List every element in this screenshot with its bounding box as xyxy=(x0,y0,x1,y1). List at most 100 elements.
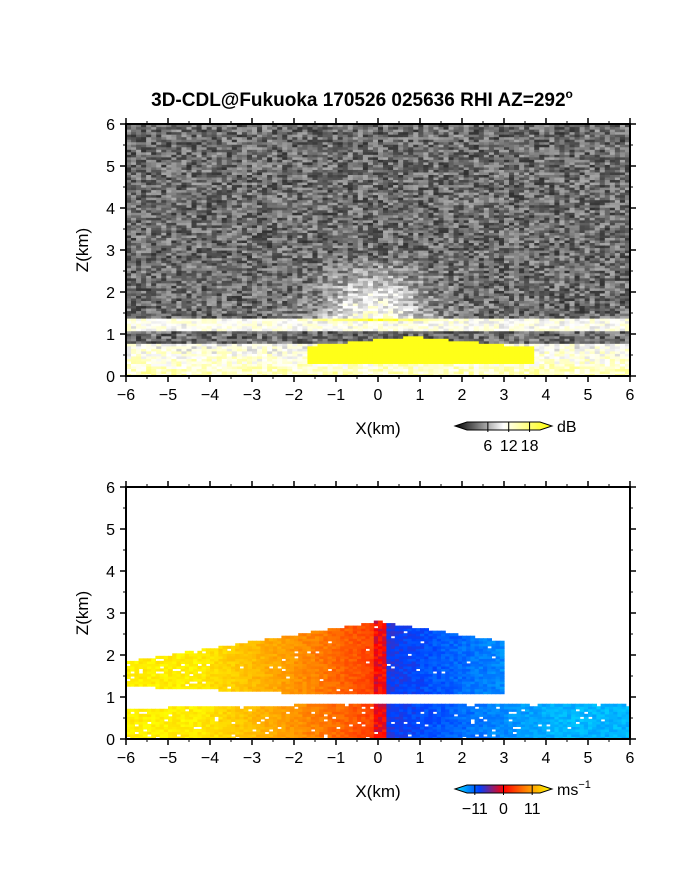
snr-cell xyxy=(257,244,263,249)
snr-cell xyxy=(126,277,132,281)
snr-cell xyxy=(327,260,334,264)
snr-cell xyxy=(287,202,293,206)
snr-cell xyxy=(352,353,359,357)
snr-cell xyxy=(262,197,268,201)
snr-cell xyxy=(322,224,329,228)
snr-cell xyxy=(332,340,339,344)
snr-cell xyxy=(337,282,344,286)
snr-cell xyxy=(186,260,193,264)
snr-cell xyxy=(297,209,303,213)
snr-cell xyxy=(186,305,193,309)
snr-cell xyxy=(327,202,334,206)
snr-cell xyxy=(332,325,339,329)
snr-cell xyxy=(302,227,309,231)
snr-cell xyxy=(246,368,253,372)
snr-cell xyxy=(307,244,314,249)
snr-cell xyxy=(171,307,177,312)
snr-cell xyxy=(236,187,243,191)
snr-cell xyxy=(176,194,183,198)
snr-cell xyxy=(146,227,152,231)
snr-cell xyxy=(151,237,157,241)
snr-cell xyxy=(257,194,263,198)
snr-cell xyxy=(156,184,162,188)
snr-cell xyxy=(191,192,198,196)
snr-cell xyxy=(357,295,364,299)
snr-cell xyxy=(236,272,243,276)
snr-cell xyxy=(181,134,188,138)
snr-cell xyxy=(196,146,203,150)
snr-cell xyxy=(206,285,213,289)
snr-cell xyxy=(206,242,213,246)
snr-cell xyxy=(367,262,374,266)
snr-cell xyxy=(287,181,293,186)
snr-cell xyxy=(327,270,334,274)
snr-cell xyxy=(131,197,137,201)
snr-cell xyxy=(362,355,369,359)
snr-cell xyxy=(161,194,167,198)
snr-cell xyxy=(196,338,203,342)
snr-cell xyxy=(206,131,213,135)
snr-cell xyxy=(357,310,364,314)
snr-cell xyxy=(282,199,288,203)
snr-cell xyxy=(277,166,283,170)
snr-cell xyxy=(287,368,293,372)
snr-cell xyxy=(297,323,303,327)
snr-cell xyxy=(246,244,253,249)
snr-cell xyxy=(221,139,228,143)
snr-cell xyxy=(211,262,218,266)
snr-cell xyxy=(307,318,314,322)
snr-cell xyxy=(136,313,142,317)
snr-cell xyxy=(362,222,369,226)
snr-cell xyxy=(191,370,198,375)
snr-cell xyxy=(342,310,349,314)
snr-cell xyxy=(186,234,193,238)
snr-cell xyxy=(171,333,177,337)
snr-cell xyxy=(352,265,359,269)
snr-cell xyxy=(156,244,162,249)
snr-cell xyxy=(151,368,157,372)
snr-cell xyxy=(161,202,167,206)
snr-cell xyxy=(201,189,208,193)
snr-cell xyxy=(186,239,193,244)
snr-cell xyxy=(126,330,132,334)
snr-cell xyxy=(196,295,203,299)
snr-cell xyxy=(161,302,167,307)
snr-cell xyxy=(362,171,369,175)
snr-cell xyxy=(211,270,218,274)
snr-cell xyxy=(317,219,324,223)
snr-cell xyxy=(146,174,152,178)
snr-cell xyxy=(241,217,248,221)
snr-cell xyxy=(216,307,223,312)
snr-cell xyxy=(246,373,253,376)
snr-cell xyxy=(246,194,253,198)
snr-cell xyxy=(246,358,253,362)
snr-cell xyxy=(307,365,314,370)
snr-cell xyxy=(146,307,152,312)
snr-cell xyxy=(196,192,203,196)
snr-cell xyxy=(186,315,193,319)
snr-cell xyxy=(236,343,243,347)
snr-cell xyxy=(216,136,223,140)
snr-cell xyxy=(131,176,137,181)
snr-cell xyxy=(277,260,283,264)
snr-cell xyxy=(292,222,298,226)
snr-cell xyxy=(211,358,218,362)
snr-cell xyxy=(136,131,142,135)
snr-cell xyxy=(367,204,374,208)
snr-cell xyxy=(252,237,258,241)
snr-cell xyxy=(176,320,183,324)
snr-cell xyxy=(292,353,298,357)
snr-cell xyxy=(317,277,324,281)
snr-cell xyxy=(302,345,309,349)
snr-cell xyxy=(241,270,248,274)
snr-cell xyxy=(236,174,243,178)
snr-cell xyxy=(347,358,354,362)
snr-cell xyxy=(337,280,344,284)
snr-cell xyxy=(252,166,258,170)
snr-cell xyxy=(181,277,188,281)
snr-cell xyxy=(287,151,293,155)
snr-cell xyxy=(201,232,208,236)
snr-cell xyxy=(277,300,283,304)
snr-cell xyxy=(282,144,288,148)
snr-cell xyxy=(201,209,208,213)
